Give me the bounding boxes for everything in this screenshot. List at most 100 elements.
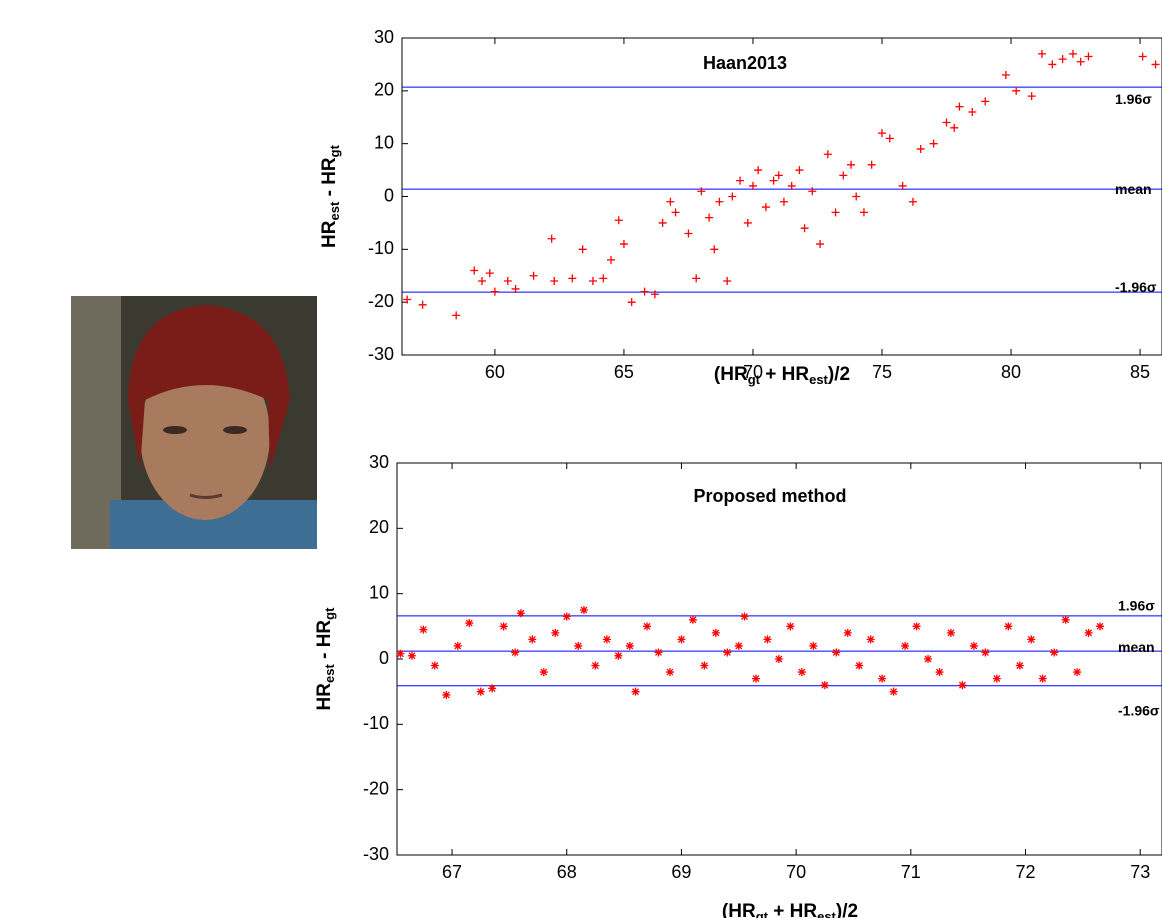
x-axis-label-part: est [817,909,836,918]
point [607,255,616,264]
point [786,622,795,631]
point [723,648,732,657]
point [912,622,921,631]
point [1096,622,1105,631]
point [666,197,675,206]
reference-label: 1.96σ [1118,598,1155,614]
point [476,687,485,696]
y-axis-label-part: - HR [314,620,335,665]
reference-label: -1.96σ [1118,702,1160,718]
y-axis-label: HRest - HRgt [319,144,342,248]
point [843,628,852,637]
y-tick-label: 0 [379,648,389,668]
point [816,240,825,249]
point [847,160,856,169]
x-axis-label: (HRgt + HRest)/2 [714,364,850,387]
point [924,655,933,663]
point [418,300,427,309]
y-axis-label-part: - HR [319,157,340,202]
y-axis-label-part: gt [322,607,337,620]
point [774,171,783,180]
point [599,274,608,283]
x-tick-label: 69 [671,862,691,882]
x-axis-label-part: est [809,372,828,387]
point [550,277,559,286]
point [665,668,674,677]
x-axis-label-part: )/2 [828,364,850,385]
point [723,277,732,286]
x-axis-label-part: (HR [722,901,756,918]
point [1015,661,1024,670]
y-tick-label: 20 [374,80,394,100]
point [453,641,462,650]
point [992,674,1001,683]
point [568,274,577,283]
point [671,208,680,217]
point [578,245,587,254]
point [1151,60,1160,69]
point [935,668,944,677]
point [700,661,709,670]
point [579,606,588,614]
point [478,277,486,286]
point [823,150,832,159]
point [1058,55,1067,64]
x-tick-label: 71 [901,862,921,882]
point [1027,92,1036,101]
point [839,171,848,180]
point [499,622,508,631]
point [800,224,809,233]
point [511,648,520,657]
point [885,134,894,143]
point [470,266,479,275]
point [859,208,868,217]
point [654,648,663,657]
point [684,229,693,238]
y-tick-label: 0 [384,185,394,205]
point [650,290,659,299]
point [1138,52,1147,61]
point [430,661,439,670]
point [797,668,806,677]
point [442,690,451,699]
point [787,181,796,190]
point [485,269,494,278]
point [705,213,714,222]
point [942,118,951,127]
point [728,192,737,201]
y-axis-label: HRest - HRgt [314,607,337,711]
point [692,274,701,283]
point [588,277,597,286]
point [539,668,548,677]
y-tick-label: -30 [368,344,394,364]
point [1004,622,1013,631]
x-tick-label: 73 [1130,862,1150,882]
point [808,187,817,196]
point [551,628,560,637]
point [955,102,964,111]
y-tick-label: -10 [368,238,394,258]
y-axis-label-part: est [322,664,337,683]
x-axis-label-part: )/2 [836,901,858,918]
point [779,197,788,206]
point [831,208,840,217]
face-photo [71,296,317,549]
reference-label: mean [1115,181,1152,197]
panel-title: Proposed method [693,486,846,506]
point [614,651,623,660]
point [688,615,697,624]
plot-area: 1.96σ mean -1.96σ [402,49,1162,320]
y-tick-label: 20 [369,517,389,537]
y-axis-label-part: HR [319,220,340,248]
reference-label: -1.96σ [1115,279,1157,295]
x-tick-label: 70 [743,362,763,382]
point [901,641,910,650]
x-axis-label-part: gt [748,372,761,387]
x-axis-label-part: + HR [768,901,817,918]
x-tick-label: 72 [1016,862,1036,882]
point [697,187,706,196]
point [908,197,917,206]
point [419,625,428,634]
